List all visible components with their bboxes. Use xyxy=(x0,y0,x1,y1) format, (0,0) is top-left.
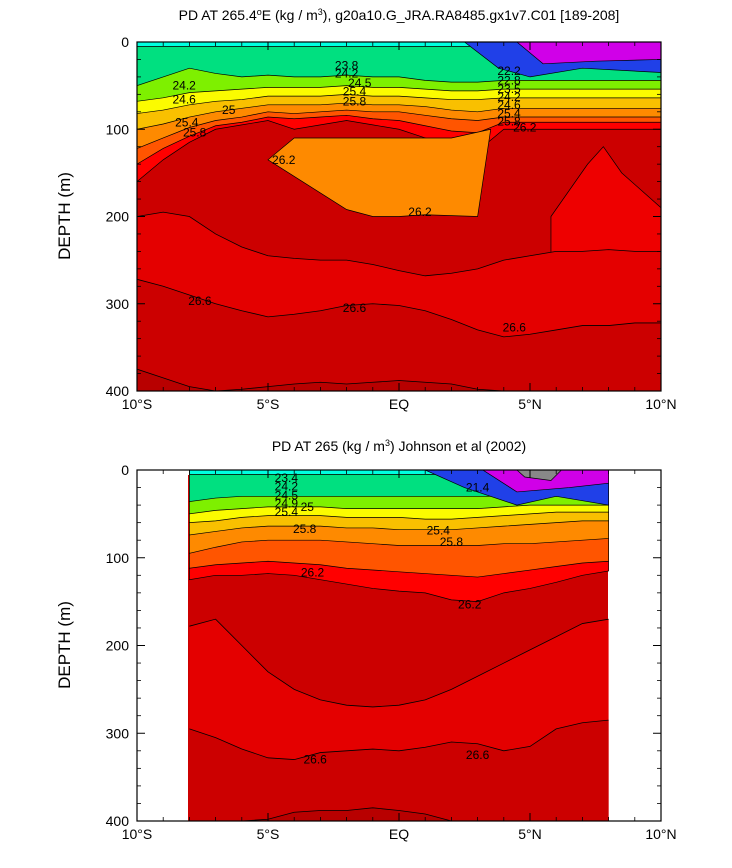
contour-label: 23.5 xyxy=(497,82,521,96)
upper-plot-area xyxy=(137,42,661,391)
contour-label: 24.2 xyxy=(497,90,521,104)
contour-label: 25.8 xyxy=(440,535,464,549)
x-tick-label: EQ xyxy=(389,826,409,842)
north-grey-patch xyxy=(516,470,562,481)
y-tick-label: 200 xyxy=(106,209,130,225)
contour-label: 21.4 xyxy=(466,481,490,495)
deep-layer-fill-1 xyxy=(189,720,609,821)
contour-label: 26.2 xyxy=(408,205,432,219)
lower-surface-features xyxy=(425,470,609,506)
x-tick-label: EQ xyxy=(389,396,409,412)
contour-label: 25.4 xyxy=(427,524,451,538)
deep-contour-0 xyxy=(137,211,661,277)
y-tick-label: 400 xyxy=(106,813,130,829)
lower-axes: 10°S 5°S EQ 5°N 10°N 0 100 200 300 400 xyxy=(106,462,677,842)
contour-label: 26.6 xyxy=(303,753,327,767)
deep-contour-1 xyxy=(189,719,609,760)
contour-label: 22.8 xyxy=(497,73,521,87)
y-tick-label: 0 xyxy=(121,462,129,478)
contour-label: 24.5 xyxy=(348,76,372,90)
upper-y-axis-label: DEPTH (m) xyxy=(55,172,74,260)
contour-label: 25.8 xyxy=(343,94,367,108)
x-tick-label: 10°N xyxy=(645,396,676,412)
contour-label: 24.2 xyxy=(275,480,299,494)
x-tick-label: 5°S xyxy=(257,826,280,842)
lower-plot-area xyxy=(188,470,609,821)
contour-label: 25.4 xyxy=(275,505,299,519)
contour-label: 24.2 xyxy=(335,66,359,80)
contour-label: 26.2 xyxy=(513,121,537,135)
upper-contour-lines xyxy=(137,211,661,391)
upper-contour-panel: PD AT 265.4oE (kg / m3), g20a10.G_JRA.RA… xyxy=(55,7,677,412)
contour-label: 25 xyxy=(301,500,315,514)
deep-contour-2 xyxy=(189,807,609,821)
north-magenta-wedge xyxy=(516,42,661,65)
deep-layer-fill-1 xyxy=(137,279,661,391)
upper-contour-labels: 23.824.224.525.425.824.224.62525.425.826… xyxy=(172,59,536,335)
contour-label: 24.9 xyxy=(275,496,299,510)
contour-label: 25.4 xyxy=(343,85,367,99)
contour-label: 26.6 xyxy=(503,320,527,334)
upper-panel-title: PD AT 265.4oE (kg / m3), g20a10.G_JRA.RA… xyxy=(179,7,620,23)
contour-label: 25 xyxy=(222,103,236,117)
contour-label: 25.8 xyxy=(293,522,317,536)
x-tick-label: 5°N xyxy=(518,826,542,842)
y-tick-label: 400 xyxy=(106,383,130,399)
x-tick-label: 10°S xyxy=(122,826,153,842)
contour-label: 24.2 xyxy=(172,79,196,93)
orange-density-pocket xyxy=(267,128,492,217)
y-tick-label: 300 xyxy=(106,725,130,741)
y-tick-label: 0 xyxy=(121,34,129,50)
contour-label: 24.5 xyxy=(275,488,299,502)
y-tick-label: 100 xyxy=(106,121,130,137)
north-magenta-wedge xyxy=(482,470,609,493)
lower-y-axis-label: DEPTH (m) xyxy=(55,601,74,689)
y-tick-label: 100 xyxy=(106,550,130,566)
upper-axes: 10°S 5°S EQ 5°N 10°N 0 100 200 300 400 xyxy=(106,34,677,412)
contour-label: 26.2 xyxy=(458,597,482,611)
upper-surface-features xyxy=(463,42,661,78)
contour-label: 24.6 xyxy=(172,93,196,107)
lower-panel-title: PD AT 265 (kg / m3) Johnson et al (2002) xyxy=(272,438,526,454)
x-tick-label: 5°N xyxy=(518,396,542,412)
contour-label: 23.8 xyxy=(335,59,359,73)
x-tick-label: 10°N xyxy=(645,826,676,842)
deep-contour-0 xyxy=(189,618,609,708)
contour-label: 26.6 xyxy=(343,301,367,315)
lower-contour-panel: PD AT 265 (kg / m3) Johnson et al (2002)… xyxy=(55,438,677,842)
contour-label: 24.6 xyxy=(497,98,521,112)
y-tick-label: 300 xyxy=(106,296,130,312)
contour-label: 26.6 xyxy=(466,748,490,762)
x-tick-label: 10°S xyxy=(122,396,153,412)
contour-label: 25.8 xyxy=(183,126,207,140)
contour-label: 22.2 xyxy=(497,64,521,78)
y-tick-label: 200 xyxy=(106,638,130,654)
lower-contour-labels: 23.424.224.524.9 2525.425.821.425.425.826… xyxy=(275,471,490,767)
x-tick-label: 5°S xyxy=(257,396,280,412)
contour-label: 25.4 xyxy=(175,115,199,129)
contour-label: 25.4 xyxy=(497,107,521,121)
contour-label: 26.2 xyxy=(301,566,325,580)
contour-label: 23.4 xyxy=(275,471,299,485)
contour-label: 25.8 xyxy=(497,114,521,128)
contour-label: 26.2 xyxy=(272,153,296,167)
deep-contour-1 xyxy=(137,278,661,338)
contour-label: 26.6 xyxy=(188,294,212,308)
